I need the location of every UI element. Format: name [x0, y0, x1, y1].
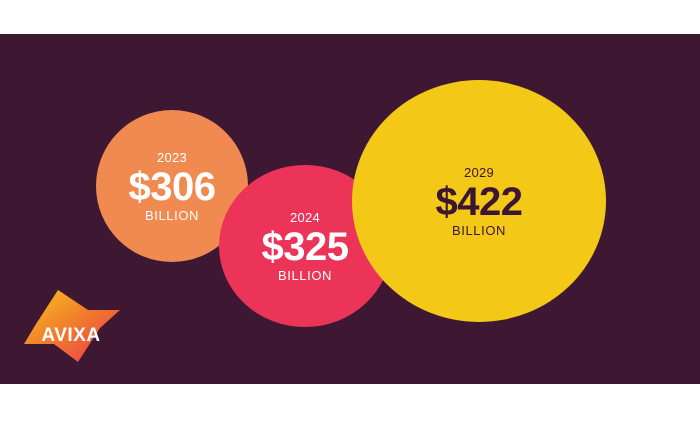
bubble-unit-label: BILLION	[451, 222, 507, 238]
bubble-value-label: $306	[128, 164, 216, 209]
bubble-value-label: $422	[435, 179, 523, 224]
avixa-logo-icon	[24, 290, 120, 362]
bubble-2029: 2029 $422 BILLION	[352, 80, 606, 322]
bubble-value-label: $325	[261, 224, 349, 269]
chart-banner: 2023 $306 BILLION 2024 $325 BILLION 2029…	[0, 34, 700, 384]
bubble-year-label: 2029	[463, 164, 495, 180]
logo-wordmark: AVIXA	[41, 325, 101, 346]
bubble-year-label: 2023	[156, 149, 188, 165]
bubble-unit-label: BILLION	[144, 207, 200, 223]
bubble-year-label: 2024	[289, 209, 321, 225]
bubble-unit-label: BILLION	[277, 267, 333, 283]
